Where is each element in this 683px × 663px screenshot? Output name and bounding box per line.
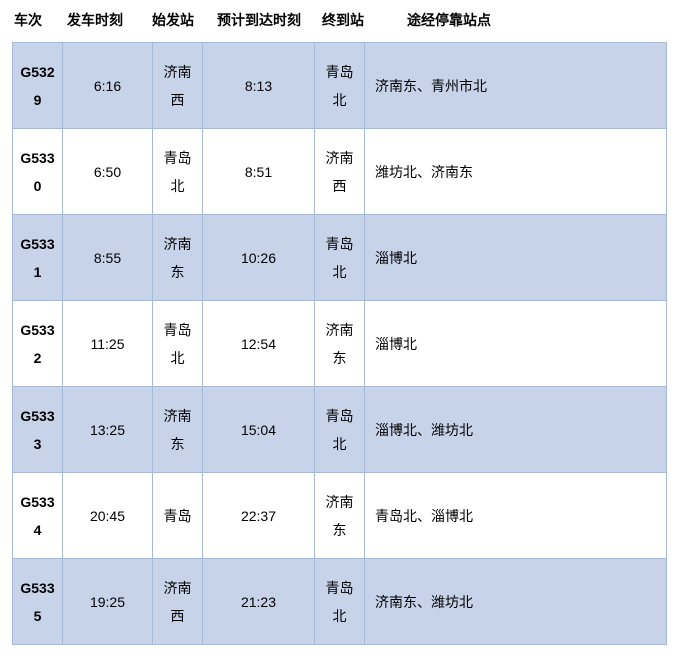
cell-to: 济南西 — [315, 129, 365, 215]
cell-arrive: 15:04 — [203, 387, 315, 473]
cell-from: 青岛北 — [153, 129, 203, 215]
cell-from: 济南东 — [153, 215, 203, 301]
header-arrive: 预计到达时刻 — [217, 10, 322, 30]
cell-depart: 11:25 — [63, 301, 153, 387]
header-to: 终到站 — [322, 10, 387, 30]
cell-train: G5332 — [13, 301, 63, 387]
cell-arrive: 8:51 — [203, 129, 315, 215]
cell-arrive: 22:37 — [203, 473, 315, 559]
header-from: 始发站 — [152, 10, 217, 30]
cell-arrive: 8:13 — [203, 43, 315, 129]
cell-to: 青岛北 — [315, 387, 365, 473]
table-row: G53296:16济南西8:13青岛北济南东、青州市北 — [13, 43, 667, 129]
cell-train: G5335 — [13, 559, 63, 645]
cell-arrive: 21:23 — [203, 559, 315, 645]
table-row: G533519:25济南西21:23青岛北济南东、潍坊北 — [13, 559, 667, 645]
cell-train: G5329 — [13, 43, 63, 129]
cell-from: 青岛北 — [153, 301, 203, 387]
header-stops: 途经停靠站点 — [387, 10, 671, 30]
cell-depart: 8:55 — [63, 215, 153, 301]
header-train: 车次 — [12, 10, 67, 30]
cell-train: G5331 — [13, 215, 63, 301]
cell-from: 济南西 — [153, 43, 203, 129]
cell-train: G5333 — [13, 387, 63, 473]
cell-from: 济南东 — [153, 387, 203, 473]
cell-stops: 淄博北 — [365, 215, 667, 301]
cell-to: 青岛北 — [315, 43, 365, 129]
header-depart: 发车时刻 — [67, 10, 152, 30]
cell-to: 济南东 — [315, 473, 365, 559]
table-row: G533211:25青岛北12:54济南东淄博北 — [13, 301, 667, 387]
table-row: G53318:55济南东10:26青岛北淄博北 — [13, 215, 667, 301]
cell-depart: 6:16 — [63, 43, 153, 129]
cell-from: 济南西 — [153, 559, 203, 645]
table-row: G533420:45青岛22:37济南东青岛北、淄博北 — [13, 473, 667, 559]
cell-depart: 20:45 — [63, 473, 153, 559]
table-row: G53306:50青岛北8:51济南西潍坊北、济南东 — [13, 129, 667, 215]
cell-stops: 潍坊北、济南东 — [365, 129, 667, 215]
cell-train: G5330 — [13, 129, 63, 215]
cell-depart: 13:25 — [63, 387, 153, 473]
cell-to: 青岛北 — [315, 559, 365, 645]
cell-stops: 济南东、青州市北 — [365, 43, 667, 129]
cell-train: G5334 — [13, 473, 63, 559]
schedule-table: G53296:16济南西8:13青岛北济南东、青州市北G53306:50青岛北8… — [12, 42, 667, 645]
table-row: G533313:25济南东15:04青岛北淄博北、潍坊北 — [13, 387, 667, 473]
cell-from: 青岛 — [153, 473, 203, 559]
table-header-row: 车次 发车时刻 始发站 预计到达时刻 终到站 途经停靠站点 — [12, 10, 671, 42]
cell-stops: 济南东、潍坊北 — [365, 559, 667, 645]
cell-arrive: 10:26 — [203, 215, 315, 301]
cell-depart: 6:50 — [63, 129, 153, 215]
cell-to: 青岛北 — [315, 215, 365, 301]
cell-arrive: 12:54 — [203, 301, 315, 387]
cell-depart: 19:25 — [63, 559, 153, 645]
cell-stops: 淄博北、潍坊北 — [365, 387, 667, 473]
cell-to: 济南东 — [315, 301, 365, 387]
cell-stops: 青岛北、淄博北 — [365, 473, 667, 559]
cell-stops: 淄博北 — [365, 301, 667, 387]
